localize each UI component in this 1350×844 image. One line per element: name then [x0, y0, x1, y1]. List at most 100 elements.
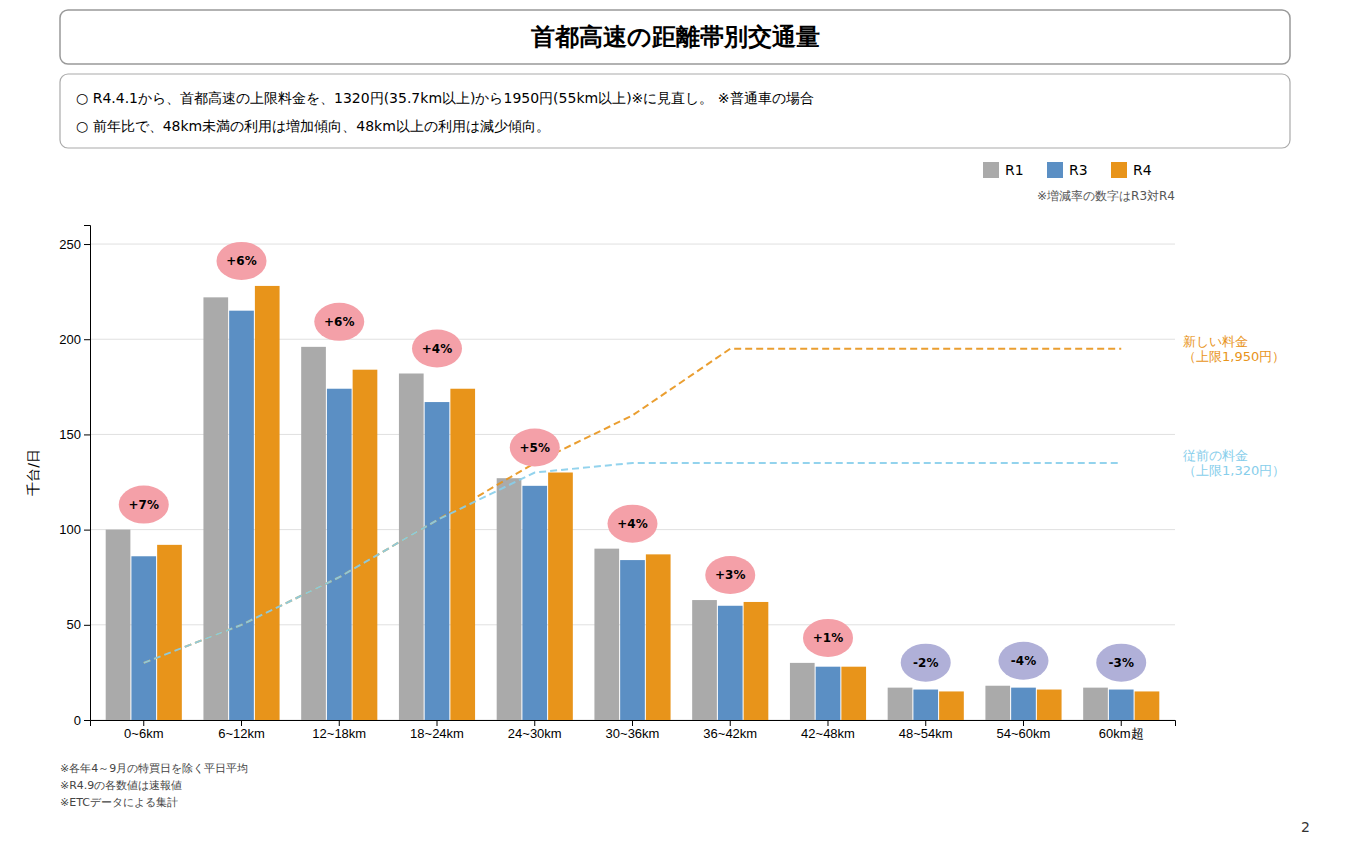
x-tick: 48~54km	[899, 720, 953, 741]
bar	[718, 606, 743, 720]
legend-item: R1	[983, 162, 1024, 178]
y-tick-mark	[84, 244, 90, 245]
bar	[157, 545, 182, 720]
line-labels: 新しい料金（上限1,950円）従前の料金（上限1,320円）	[1183, 334, 1285, 479]
change-labels: +7%+6%+6%+4%+5%+4%+3%+1%-2%-4%-3%	[129, 254, 1134, 670]
bar	[548, 473, 573, 721]
change-bubble	[608, 505, 658, 543]
bar	[692, 600, 717, 720]
y-tick-mark	[84, 530, 90, 531]
legend-label: R1	[1005, 162, 1024, 178]
y-tick-label: 50	[67, 617, 81, 632]
bar	[497, 478, 522, 720]
chart: 首都高速の距離帯別交通量 ○ R4.4.1から、首都高速の上限料金を、1320円(…	[0, 0, 1350, 844]
x-tick-label: 42~48km	[801, 726, 855, 741]
x-tick-label: 30~36km	[606, 726, 660, 741]
x-tick-label: 0~6km	[124, 726, 163, 741]
legend-label: R3	[1069, 162, 1088, 178]
change-bubble	[510, 429, 560, 467]
y-axis-line	[84, 226, 91, 721]
y-tick: 50	[67, 617, 90, 632]
x-tick-mark	[339, 720, 340, 726]
x-tick-label: 60km超	[1099, 726, 1144, 741]
bar	[1135, 691, 1160, 720]
bar	[327, 389, 352, 720]
change-label: +4%	[617, 517, 647, 531]
x-tick: 54~60km	[997, 720, 1051, 741]
x-tick-label: 36~42km	[703, 726, 757, 741]
y-tick: 200	[59, 332, 90, 347]
legend-swatch	[1111, 162, 1127, 178]
bar	[790, 663, 815, 720]
x-tick-label: 12~18km	[312, 726, 366, 741]
plot-marks	[106, 242, 1160, 720]
change-bubble	[412, 330, 462, 368]
y-tick-label: 200	[59, 332, 81, 347]
x-axis: 0~6km 6~12km 12~18km 18~24km 24~30km 30~36km 3…	[91, 720, 1176, 741]
change-bubble	[119, 486, 169, 524]
change-bubble	[314, 303, 364, 341]
legend-item: R4	[1111, 162, 1152, 178]
y-axis-title: 千台/日	[25, 449, 41, 496]
x-tick: 30~36km	[606, 720, 660, 741]
y-tick-mark	[84, 434, 90, 435]
x-tick-mark	[437, 720, 438, 726]
bar	[888, 688, 913, 720]
change-label: +6%	[324, 315, 354, 329]
x-tick: 6~12km	[218, 720, 265, 741]
y-tick: 250	[59, 237, 90, 252]
change-label: -2%	[913, 656, 938, 670]
bar	[131, 556, 156, 720]
bar	[620, 560, 645, 720]
line-label-part: 新しい料金	[1183, 334, 1248, 349]
bar	[1109, 690, 1134, 720]
bar	[106, 530, 131, 720]
y-tick-mark	[84, 625, 90, 626]
subtitle: ○ R4.4.1から、首都高速の上限料金を、1320円(35.7km以上)から1…	[76, 90, 814, 106]
x-tick-mark	[632, 720, 633, 726]
title-box	[60, 10, 1290, 64]
change-label: +7%	[129, 498, 159, 512]
line-label: 従前の料金（上限1,320円）	[1183, 448, 1285, 479]
bar	[229, 311, 254, 720]
y-axis: 050100150200250	[59, 226, 90, 728]
bar	[913, 690, 938, 720]
bar	[1037, 690, 1062, 720]
x-tick-mark	[1023, 720, 1024, 726]
change-bubbles	[119, 242, 1146, 682]
y-tick-mark	[84, 339, 90, 340]
x-tick: 42~48km	[801, 720, 855, 741]
bar	[399, 374, 424, 721]
bar	[353, 370, 378, 720]
x-tick-mark	[925, 720, 926, 726]
legend-note: ※増減率の数字はR3対R4	[1037, 189, 1175, 203]
y-tick: 150	[59, 427, 90, 442]
x-tick-mark	[827, 720, 828, 726]
change-label: +1%	[813, 631, 843, 645]
bar	[203, 297, 228, 720]
line-label-part: 従前の料金	[1183, 448, 1248, 463]
legend-swatch	[1047, 162, 1063, 178]
x-tick-label: 18~24km	[410, 726, 464, 741]
change-label: -4%	[1011, 654, 1036, 668]
bar	[985, 686, 1010, 720]
x-tick: 24~30km	[508, 720, 562, 741]
x-tick: 0~6km	[124, 720, 163, 741]
bar-series	[131, 311, 1133, 720]
bar	[744, 602, 769, 720]
y-tick-label: 100	[59, 522, 81, 537]
x-tick-mark	[143, 720, 144, 726]
x-tick: 36~42km	[703, 720, 757, 741]
bar	[255, 286, 280, 720]
change-bubble	[217, 242, 267, 280]
title: 首都高速の距離帯別交通量	[530, 23, 820, 51]
x-tick: 18~24km	[410, 720, 464, 741]
footnote: ※ETCデータによる集計	[60, 796, 178, 809]
page-number: 2	[1301, 819, 1310, 835]
change-bubble	[705, 556, 755, 594]
y-tick-mark	[84, 720, 90, 721]
x-tick: 60km超	[1099, 720, 1144, 741]
bar	[646, 554, 671, 720]
change-label: +5%	[520, 441, 550, 455]
footnote: ※R4.9の各数値は速報値	[60, 779, 182, 792]
